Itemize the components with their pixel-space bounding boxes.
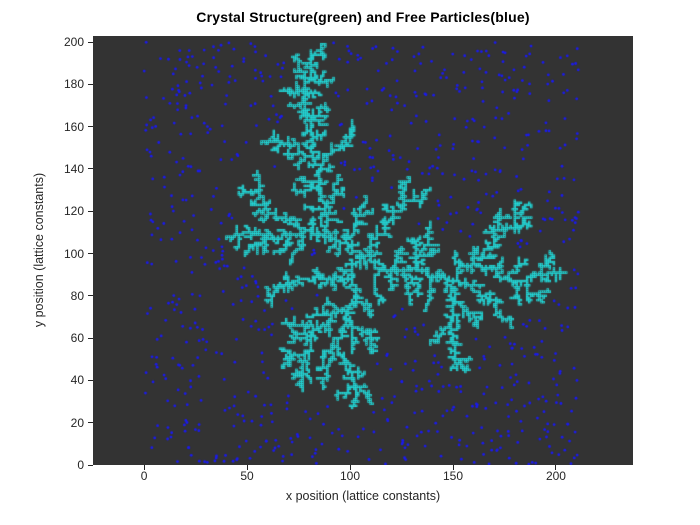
y-tick-mark xyxy=(88,295,93,297)
x-tick-label: 100 xyxy=(340,469,361,483)
y-tick-label: 200 xyxy=(63,35,84,50)
x-tick-mark xyxy=(349,465,351,470)
y-tick-mark xyxy=(88,83,93,85)
chart-title: Crystal Structure(green) and Free Partic… xyxy=(196,9,530,25)
y-tick-mark xyxy=(88,337,93,339)
y-tick-label: 140 xyxy=(63,161,84,176)
y-tick-label: 60 xyxy=(70,331,84,346)
y-tick-label: 40 xyxy=(70,373,84,388)
x-tick-mark xyxy=(246,465,248,470)
y-tick-mark xyxy=(88,41,93,43)
y-tick-label: 100 xyxy=(63,246,84,261)
x-tick-label: 150 xyxy=(442,469,464,483)
x-axis-label: x position (lattice constants) xyxy=(285,489,441,503)
y-tick-label: 20 xyxy=(70,415,84,430)
x-tick-mark xyxy=(555,465,557,470)
y-tick-mark xyxy=(88,210,93,212)
y-tick-mark xyxy=(88,253,93,255)
y-tick-label: 120 xyxy=(63,204,84,219)
y-tick-label: 160 xyxy=(63,119,84,134)
x-tick-mark xyxy=(143,465,145,470)
x-tick-label: 200 xyxy=(545,469,566,483)
y-tick-mark xyxy=(88,168,93,170)
y-tick-mark xyxy=(88,126,93,128)
y-tick-label: 180 xyxy=(63,77,84,92)
y-tick-mark xyxy=(88,422,93,424)
x-tick-mark xyxy=(452,465,454,470)
y-tick-mark xyxy=(88,464,93,466)
plot-area xyxy=(93,36,633,465)
y-tick-mark xyxy=(88,379,93,381)
x-tick-label: 50 xyxy=(240,469,254,483)
y-tick-label: 80 xyxy=(70,288,84,303)
x-tick-label: 0 xyxy=(140,469,148,483)
y-tick-label: 0 xyxy=(77,458,84,472)
